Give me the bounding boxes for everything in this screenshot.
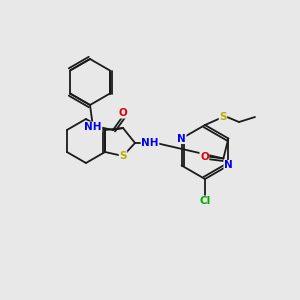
Text: Cl: Cl [200,196,211,206]
Text: N: N [177,134,186,143]
Text: S: S [119,151,127,161]
Text: N: N [224,160,233,170]
Text: NH: NH [141,138,159,148]
Text: O: O [118,108,127,118]
Text: NH: NH [84,122,102,132]
Text: S: S [219,112,227,122]
Text: O: O [200,152,209,161]
